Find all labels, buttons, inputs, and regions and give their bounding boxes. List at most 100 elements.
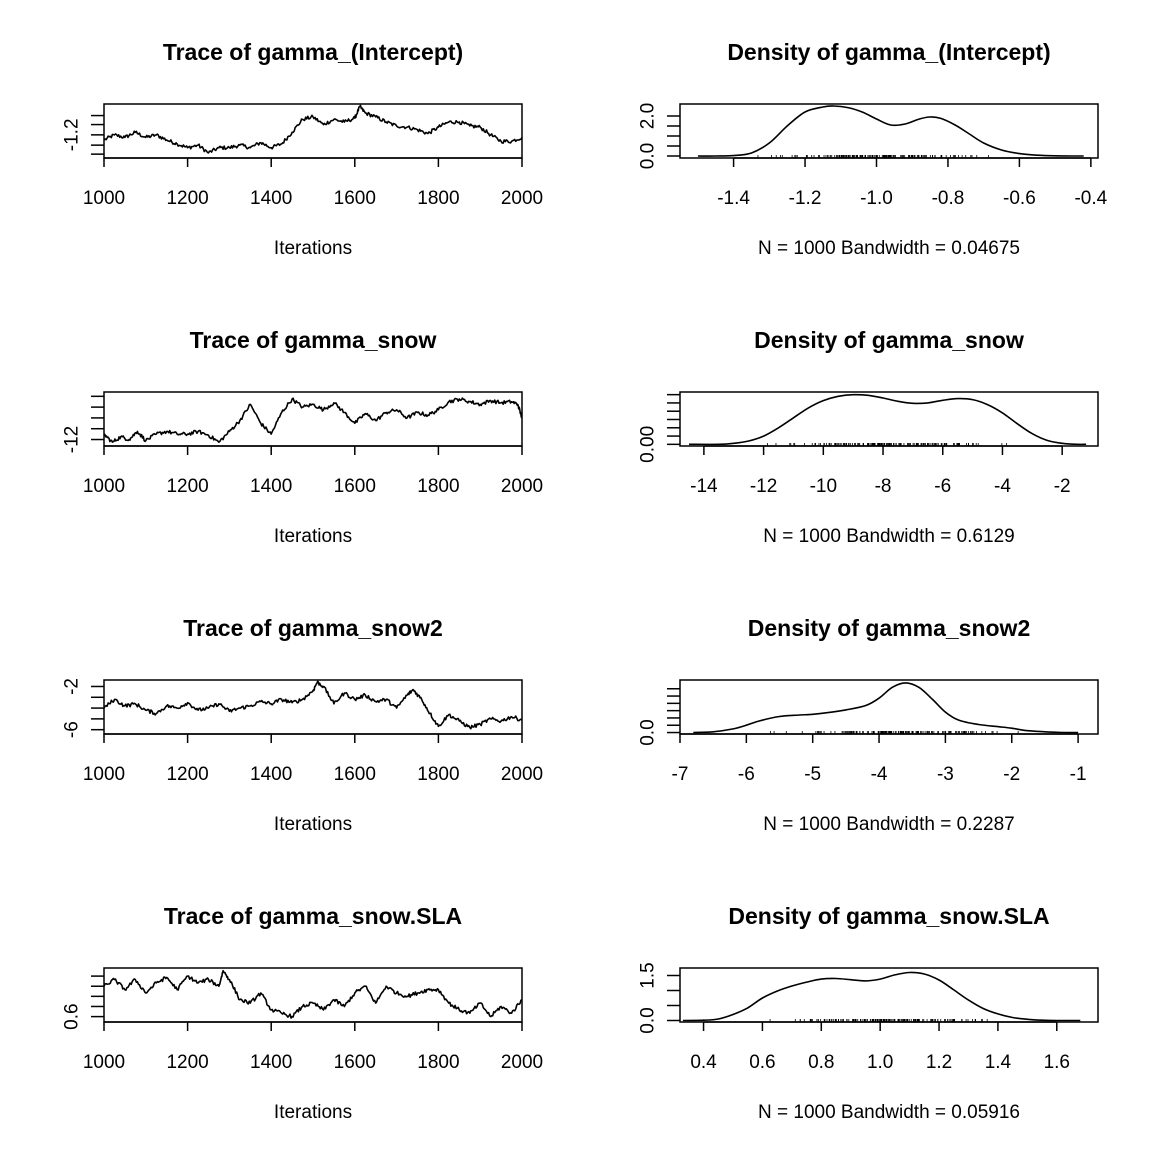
panel-6: Density of gamma_snow2 -7 -6 -5 -4 -3 -2 -1 0.0 N… <box>638 615 1099 835</box>
x-tick-label: -1.4 <box>717 188 750 209</box>
x-tick-label: 1600 <box>334 1052 376 1073</box>
rug-marks <box>767 443 1007 446</box>
y-tick-label: 2.0 <box>638 103 659 129</box>
x-tick-label: -14 <box>690 476 718 497</box>
x-tick-label: 1.2 <box>926 1052 952 1073</box>
trace-line <box>103 680 523 730</box>
density-curve <box>682 971 1081 1022</box>
trace-line <box>103 397 523 443</box>
y-tick-label: -12 <box>62 426 83 453</box>
plot-frame <box>103 103 523 159</box>
x-tick-label: 2000 <box>501 476 543 497</box>
x-tick-label: 1600 <box>334 476 376 497</box>
rug-marks <box>757 155 989 158</box>
panel-title: Trace of gamma_snow.SLA <box>164 903 462 929</box>
panel-1: Trace of gamma_(Intercept) 1000 1200 1400 16… <box>62 39 544 259</box>
x-tick-label: 2000 <box>501 1052 543 1073</box>
x-tick-label: 1800 <box>417 764 459 785</box>
panel-title: Trace of gamma_(Intercept) <box>163 39 463 65</box>
x-tick-label: -2 <box>1003 764 1020 785</box>
panel-8: Density of gamma_snow.SLA 0.4 0.6 0.8 1.0 1.2… <box>638 903 1099 1123</box>
y-tick-label: 0.0 <box>638 143 659 169</box>
trace-line <box>103 104 523 154</box>
x-tick-label: 1200 <box>166 188 208 209</box>
density-curve <box>688 393 1087 446</box>
y-tick-label: 1.5 <box>638 962 659 988</box>
x-tick-label: 2000 <box>501 188 543 209</box>
x-tick-label: -0.8 <box>932 188 965 209</box>
plot-frame <box>679 103 1099 159</box>
panel-title: Trace of gamma_snow2 <box>183 615 443 641</box>
x-tick-label: 1.0 <box>867 1052 893 1073</box>
x-tick-label: -5 <box>804 764 821 785</box>
panel-title: Density of gamma_snow2 <box>748 615 1030 641</box>
x-tick-label: -0.6 <box>1003 188 1036 209</box>
x-tick-label: 1.6 <box>1044 1052 1070 1073</box>
x-tick-label: 1800 <box>417 476 459 497</box>
rug-marks <box>769 1019 988 1022</box>
y-tick-label: 0.0 <box>638 719 659 745</box>
y-tick-label: 0.6 <box>62 1003 83 1029</box>
density-curve <box>697 105 1084 157</box>
panel-7: Trace of gamma_snow.SLA 1000 1200 1400 1600 1… <box>62 903 544 1123</box>
x-tick-label: 1000 <box>83 764 125 785</box>
x-tick-label: -1.0 <box>860 188 893 209</box>
panel-title: Density of gamma_snow <box>754 327 1024 353</box>
x-tick-label: -6 <box>738 764 755 785</box>
x-axis-label: Iterations <box>274 1102 352 1123</box>
x-tick-label: -7 <box>672 764 689 785</box>
x-tick-label: -6 <box>934 476 951 497</box>
x-tick-label: -12 <box>750 476 777 497</box>
x-tick-label: 1400 <box>250 188 292 209</box>
x-tick-label: -0.4 <box>1074 188 1107 209</box>
x-tick-label: -1 <box>1070 764 1087 785</box>
x-tick-label: -2 <box>1054 476 1071 497</box>
y-tick-label: -1.2 <box>62 118 83 151</box>
x-tick-label: 1.4 <box>985 1052 1012 1073</box>
x-tick-label: 1200 <box>166 764 208 785</box>
x-tick-label: 1400 <box>250 764 292 785</box>
panel-3: Trace of gamma_snow 1000 1200 1400 1600 1800 2… <box>62 327 544 547</box>
x-axis-label: N = 1000 Bandwidth = 0.6129 <box>763 526 1014 547</box>
y-tick-label: -6 <box>62 721 83 738</box>
x-tick-label: -1.2 <box>789 188 822 209</box>
x-tick-label: 1000 <box>83 476 125 497</box>
y-tick-label: 0.00 <box>638 426 659 463</box>
x-tick-label: -8 <box>875 476 892 497</box>
plot-frame <box>103 967 523 1023</box>
x-tick-label: 1400 <box>250 1052 292 1073</box>
x-tick-label: -4 <box>871 764 888 785</box>
x-tick-label: 1000 <box>83 188 125 209</box>
x-tick-label: 1800 <box>417 188 459 209</box>
x-tick-label: -3 <box>937 764 954 785</box>
x-tick-label: 2000 <box>501 764 543 785</box>
x-axis-label: N = 1000 Bandwidth = 0.04675 <box>758 238 1020 259</box>
x-tick-label: 1200 <box>166 1052 208 1073</box>
panel-title: Density of gamma_snow.SLA <box>728 903 1049 929</box>
density-curve <box>693 682 1079 734</box>
x-axis-label: Iterations <box>274 526 352 547</box>
x-axis-label: N = 1000 Bandwidth = 0.2287 <box>763 814 1014 835</box>
x-tick-label: 1400 <box>250 476 292 497</box>
x-tick-label: 1800 <box>417 1052 459 1073</box>
panel-4: Density of gamma_snow -14 -12 -10 -8 -6 -4 -2 0.… <box>638 327 1099 547</box>
plot-frame <box>103 679 523 735</box>
panel-2: Density of gamma_(Intercept) -1.4 -1.2 -1.0… <box>638 39 1108 259</box>
x-axis-label: N = 1000 Bandwidth = 0.05916 <box>758 1102 1020 1123</box>
panel-title: Trace of gamma_snow <box>190 327 437 353</box>
x-tick-label: 1600 <box>334 764 376 785</box>
x-axis-label: Iterations <box>274 814 352 835</box>
x-tick-label: -4 <box>994 476 1011 497</box>
y-tick-label: 0.0 <box>638 1007 659 1033</box>
x-tick-label: 1000 <box>83 1052 125 1073</box>
x-axis-label: Iterations <box>274 238 352 259</box>
x-tick-label: 0.6 <box>749 1052 775 1073</box>
panel-title: Density of gamma_(Intercept) <box>727 39 1050 65</box>
x-tick-label: 0.8 <box>808 1052 834 1073</box>
y-tick-label: -2 <box>62 678 83 695</box>
x-tick-label: -10 <box>810 476 837 497</box>
trace-line <box>103 969 523 1019</box>
panel-5: Trace of gamma_snow2 1000 1200 1400 1600 1800… <box>62 615 544 835</box>
x-tick-label: 1200 <box>166 476 208 497</box>
